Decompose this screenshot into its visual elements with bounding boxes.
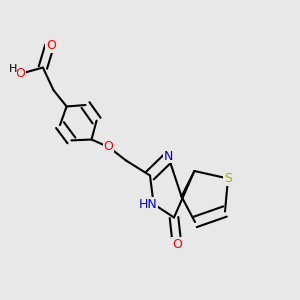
Text: S: S xyxy=(224,172,232,185)
Text: O: O xyxy=(104,140,113,154)
Text: N: N xyxy=(164,149,173,163)
Text: O: O xyxy=(15,67,25,80)
Text: O: O xyxy=(46,39,56,52)
Text: HN: HN xyxy=(139,197,158,211)
Text: O: O xyxy=(172,238,182,251)
Text: H: H xyxy=(8,64,17,74)
